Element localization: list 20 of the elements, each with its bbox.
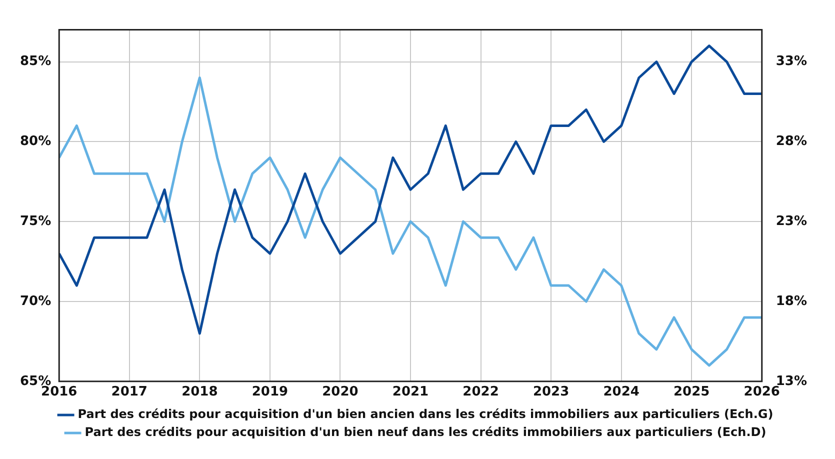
x-tick-label: 2017	[111, 384, 148, 400]
x-tick-label: 2020	[322, 384, 358, 400]
y-tick-label: 80%	[20, 134, 52, 150]
y2-tick-label: 33%	[776, 54, 808, 70]
y2-tick-label: 28%	[776, 134, 808, 150]
x-tick-label: 2019	[252, 384, 288, 400]
legend-label: Part des crédits pour acquisition d'un bien ancien dans les crédits immobiliers aux particuliers (Ech.G)	[78, 407, 774, 422]
x-tick-label: 2021	[392, 384, 429, 400]
y-tick-label: 70%	[20, 294, 52, 309]
y-tick-label: 75%	[20, 214, 52, 229]
x-tick-label: 2026	[744, 384, 780, 400]
y2-tick-label: 18%	[776, 294, 808, 309]
y2-tick-label: 23%	[776, 214, 808, 229]
x-tick-label: 2024	[603, 384, 640, 400]
legend-label: Part des crédits pour acquisition d'un bien neuf dans les crédits immobiliers aux particuliers (Ech.D)	[84, 425, 766, 440]
x-tick-label: 2023	[532, 384, 570, 400]
x-tick-label: 2018	[182, 384, 218, 400]
y-tick-label: 85%	[20, 54, 52, 70]
x-tick-label: 2025	[674, 384, 710, 400]
x-tick-label: 2022	[462, 384, 499, 400]
